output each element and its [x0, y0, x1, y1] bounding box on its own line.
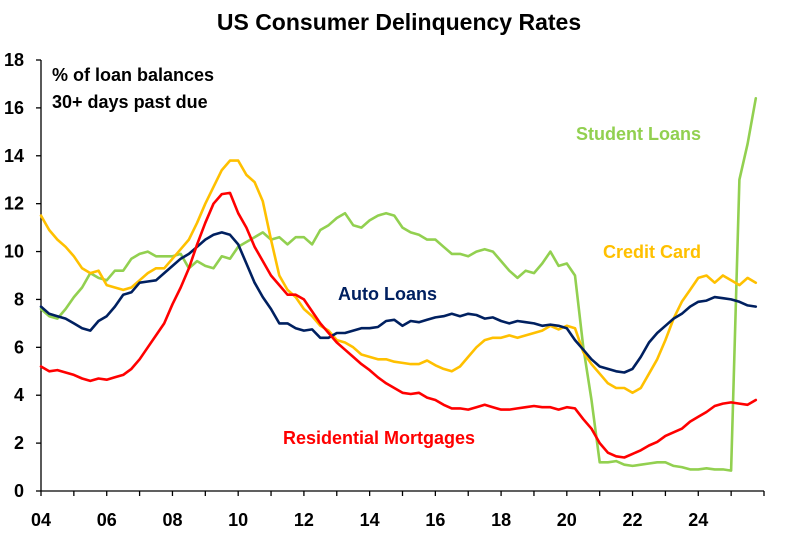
residential-mortgages-line — [39, 191, 758, 459]
y-tick-label: 10 — [4, 242, 24, 262]
x-tick-label: 24 — [688, 510, 708, 530]
units-annotation-line-2: 30+ days past due — [52, 92, 208, 112]
x-tick-label: 04 — [31, 510, 51, 530]
x-tick-label: 20 — [557, 510, 577, 530]
x-tick-label: 06 — [97, 510, 117, 530]
y-tick-label: 18 — [4, 50, 24, 70]
credit-card-line — [39, 159, 758, 395]
x-tick-label: 10 — [228, 510, 248, 530]
auto-loans-label: Auto Loans — [338, 284, 437, 304]
series-layer — [39, 97, 758, 472]
student-loans-line — [39, 97, 758, 472]
y-tick-label: 2 — [14, 433, 24, 453]
y-tick-label: 12 — [4, 194, 24, 214]
units-annotation-line-1: % of loan balances — [52, 65, 214, 85]
x-tick-label: 08 — [162, 510, 182, 530]
x-tick-label: 16 — [425, 510, 445, 530]
x-tick-label: 22 — [623, 510, 643, 530]
y-tick-label: 6 — [14, 337, 24, 357]
y-axis-ticks: 0 2 4 6 8 10 12 14 16 18 — [4, 50, 41, 501]
y-tick-label: 14 — [4, 146, 24, 166]
x-tick-label: 12 — [294, 510, 314, 530]
residential-mortgages-label: Residential Mortgages — [283, 428, 475, 448]
x-tick-label: 14 — [360, 510, 380, 530]
auto-loans-line — [39, 231, 758, 374]
y-tick-label: 0 — [14, 481, 24, 501]
credit-card-label: Credit Card — [603, 242, 701, 262]
y-tick-label: 8 — [14, 289, 24, 309]
y-tick-label: 4 — [14, 385, 24, 405]
y-tick-label: 16 — [4, 98, 24, 118]
x-tick-label: 18 — [491, 510, 511, 530]
student-loans-label: Student Loans — [576, 124, 701, 144]
x-axis-ticks: 04 06 08 10 12 14 16 18 20 22 24 — [31, 491, 765, 530]
chart-title: US Consumer Delinquency Rates — [217, 9, 581, 35]
